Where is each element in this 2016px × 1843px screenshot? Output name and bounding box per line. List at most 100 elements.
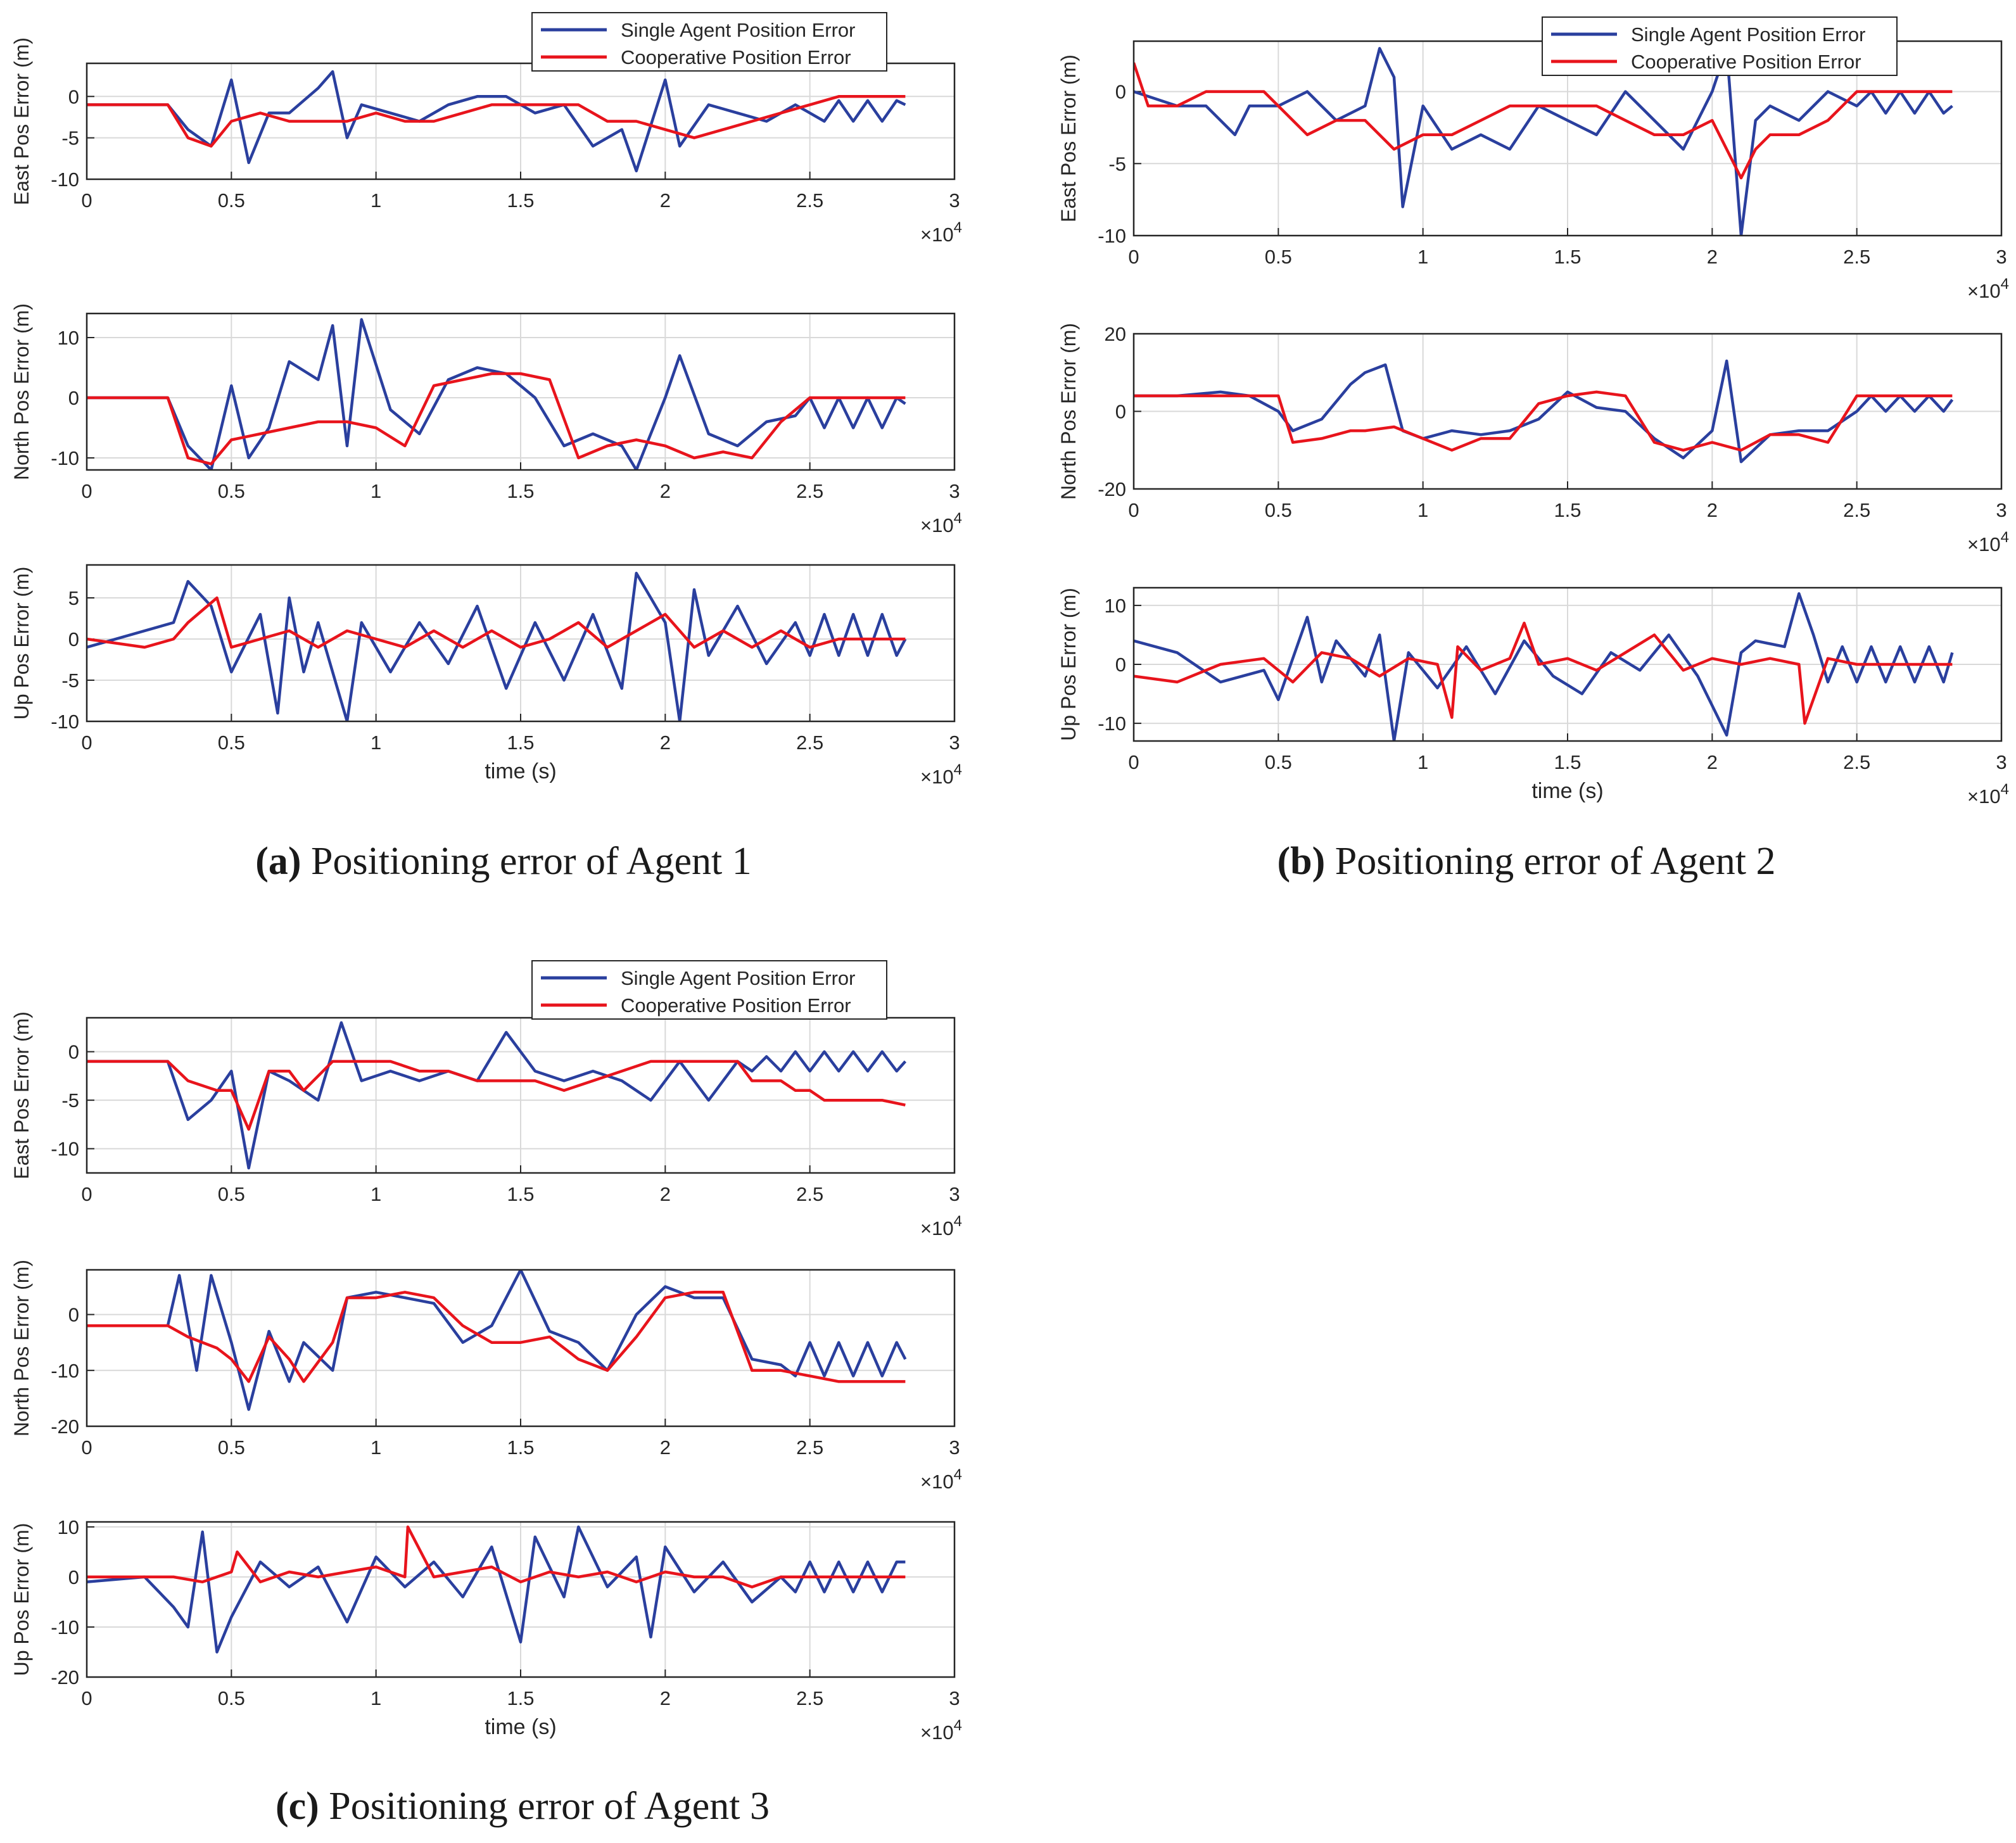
y-tick-label: 0 bbox=[68, 86, 79, 108]
cooperative-error-line bbox=[87, 596, 906, 649]
y-tick-label: 10 bbox=[58, 327, 79, 349]
x-exponent-base: ×10 bbox=[1967, 280, 2001, 302]
y-axis-label: Up Pos Error (m) bbox=[1057, 588, 1080, 741]
subplot-c-2: 0 0.5 1 1.5 2 2.5 3 -20 -10 0 ×104 North Pos Error … bbox=[10, 1260, 962, 1493]
subplot-a-1: 0 0.5 1 1.5 2 2.5 3 -10 -5 0 ×104 East Pos Error (m… bbox=[10, 12, 962, 246]
x-tick-label: 1.5 bbox=[507, 1436, 534, 1459]
x-exponent-base: ×10 bbox=[920, 514, 954, 536]
y-tick-label: -10 bbox=[1098, 225, 1126, 247]
x-exponent-label: ×104 bbox=[1967, 781, 2009, 808]
x-tick-label: 1 bbox=[371, 1687, 381, 1709]
x-tick-label: 2 bbox=[1707, 246, 1718, 268]
x-tick-label: 0.5 bbox=[218, 1436, 245, 1459]
x-tick-label: 0.5 bbox=[1265, 751, 1292, 773]
x-tick-label: 0 bbox=[1128, 246, 1139, 268]
x-tick-label: 2.5 bbox=[796, 1183, 823, 1205]
x-tick-label: 2.5 bbox=[796, 1687, 823, 1709]
x-tick-label: 0 bbox=[81, 1687, 92, 1709]
caption-b-text: Positioning error of Agent 2 bbox=[1325, 840, 1775, 883]
x-tick-label: 1.5 bbox=[507, 1183, 534, 1205]
y-tick-label: -10 bbox=[1098, 712, 1126, 735]
x-tick-label: 1 bbox=[371, 1436, 381, 1459]
caption-b: (b) Positioning error of Agent 2 bbox=[1277, 840, 1776, 883]
x-tick-label: 2 bbox=[660, 1183, 671, 1205]
single-agent-error-line bbox=[87, 571, 907, 721]
y-tick-label: -20 bbox=[51, 1666, 79, 1688]
y-tick-label: 0 bbox=[1115, 654, 1126, 676]
subplot-a-3: 0 0.5 1 1.5 2 2.5 3 -10 -5 0 5 ×104 Up Pos Error (m)… bbox=[10, 564, 962, 788]
x-tick-label: 1.5 bbox=[1554, 246, 1581, 268]
y-tick-label: -10 bbox=[51, 168, 79, 191]
legend-single-label: Single Agent Position Error bbox=[621, 967, 856, 989]
x-tick-label: 2.5 bbox=[796, 189, 823, 212]
legend-box bbox=[531, 960, 887, 1020]
y-tick-label: -10 bbox=[51, 1616, 79, 1638]
x-exponent-base: ×10 bbox=[920, 224, 954, 246]
x-tick-label: 3 bbox=[949, 1436, 960, 1459]
cooperative-error-line bbox=[1134, 390, 1953, 452]
x-tick-label: 0 bbox=[1128, 751, 1139, 773]
x-tick-label: 0.5 bbox=[218, 480, 245, 502]
x-exponent-power: 4 bbox=[2001, 276, 2009, 293]
y-axis-label: East Pos Error (m) bbox=[1057, 54, 1080, 222]
x-tick-label: 3 bbox=[949, 1687, 960, 1709]
x-exponent-label: ×104 bbox=[920, 1213, 962, 1239]
x-tick-label: 0 bbox=[81, 189, 92, 212]
y-tick-label: -20 bbox=[51, 1416, 79, 1438]
x-axis-label: time (s) bbox=[1531, 779, 1603, 803]
x-exponent-power: 4 bbox=[2001, 529, 2009, 546]
axes-frame bbox=[86, 62, 956, 180]
y-tick-label: -20 bbox=[1098, 478, 1126, 500]
x-exponent-power: 4 bbox=[954, 219, 962, 236]
x-tick-label: 2 bbox=[660, 732, 671, 754]
x-tick-label: 3 bbox=[949, 732, 960, 754]
legend: Single Agent Position Error Cooperative P… bbox=[531, 960, 887, 1020]
x-tick-label: 1 bbox=[371, 1183, 381, 1205]
cooperative-error-line bbox=[1134, 62, 1953, 180]
x-tick-label: 3 bbox=[949, 480, 960, 502]
x-tick-label: 2.5 bbox=[796, 732, 823, 754]
y-tick-label: 0 bbox=[68, 1041, 79, 1063]
cooperative-error-line bbox=[87, 95, 906, 148]
x-tick-label: 2 bbox=[660, 1687, 671, 1709]
x-tick-label: 0 bbox=[1128, 499, 1139, 521]
x-tick-label: 1 bbox=[371, 480, 381, 502]
x-axis-label: time (s) bbox=[485, 759, 556, 783]
caption-b-letter: (b) bbox=[1277, 840, 1326, 883]
x-tick-label: 1.5 bbox=[507, 1687, 534, 1709]
legend-box bbox=[1542, 16, 1898, 76]
y-tick-label: -5 bbox=[61, 127, 79, 149]
y-axis-label: Up Pos Error (m) bbox=[10, 1523, 33, 1676]
x-exponent-power: 4 bbox=[954, 761, 962, 778]
x-tick-label: 1 bbox=[1417, 499, 1428, 521]
y-axis-label: North Pos Error (m) bbox=[1057, 323, 1080, 500]
x-tick-label: 2 bbox=[1707, 499, 1718, 521]
x-exponent-base: ×10 bbox=[1967, 533, 2001, 555]
x-tick-label: 0.5 bbox=[218, 189, 245, 212]
x-exponent-base: ×10 bbox=[920, 1721, 954, 1744]
subplot-c-1: 0 0.5 1 1.5 2 2.5 3 -10 -5 0 ×104 East Pos Error (m… bbox=[10, 960, 962, 1239]
x-tick-label: 2.5 bbox=[796, 480, 823, 502]
y-tick-label: 0 bbox=[1115, 401, 1126, 423]
x-tick-label: 2 bbox=[1707, 751, 1718, 773]
x-tick-label: 2 bbox=[660, 189, 671, 212]
x-tick-label: 2.5 bbox=[1843, 246, 1870, 268]
axes-frame bbox=[86, 564, 956, 723]
x-tick-label: 1 bbox=[371, 189, 381, 212]
x-tick-label: 0 bbox=[81, 1183, 92, 1205]
y-tick-label: 10 bbox=[58, 1516, 79, 1538]
legend-single-label: Single Agent Position Error bbox=[621, 19, 856, 41]
y-axis-label: North Pos Error (m) bbox=[10, 1260, 33, 1436]
subplot-b-1: 0 0.5 1 1.5 2 2.5 3 -10 -5 0 ×104 East Pos Error (m… bbox=[1057, 16, 2009, 302]
cooperative-error-line bbox=[87, 1060, 906, 1131]
x-tick-label: 1.5 bbox=[507, 480, 534, 502]
x-tick-label: 1 bbox=[1417, 246, 1428, 268]
axes-frame bbox=[86, 1016, 956, 1174]
single-agent-error-line bbox=[87, 1270, 907, 1411]
x-tick-label: 0.5 bbox=[218, 1183, 245, 1205]
x-exponent-label: ×104 bbox=[1967, 529, 2009, 555]
